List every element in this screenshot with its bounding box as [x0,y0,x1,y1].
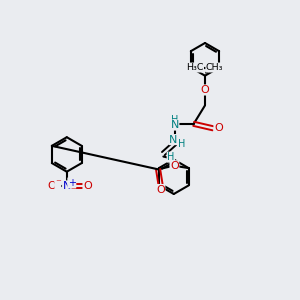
Text: O: O [214,123,223,133]
Text: ⁻: ⁻ [55,178,61,188]
Text: N: N [169,135,178,145]
Text: O: O [47,181,56,191]
Text: N: N [170,120,179,130]
Text: O: O [201,85,209,95]
Text: +: + [68,178,76,188]
Text: CH₃: CH₃ [206,63,224,72]
Text: O: O [156,184,165,194]
Text: H: H [167,152,175,162]
Text: O: O [83,181,92,191]
Text: O: O [170,161,179,171]
Text: H: H [171,115,178,125]
Text: N: N [63,181,71,191]
Text: H₃C: H₃C [186,63,203,72]
Text: H: H [178,139,185,149]
